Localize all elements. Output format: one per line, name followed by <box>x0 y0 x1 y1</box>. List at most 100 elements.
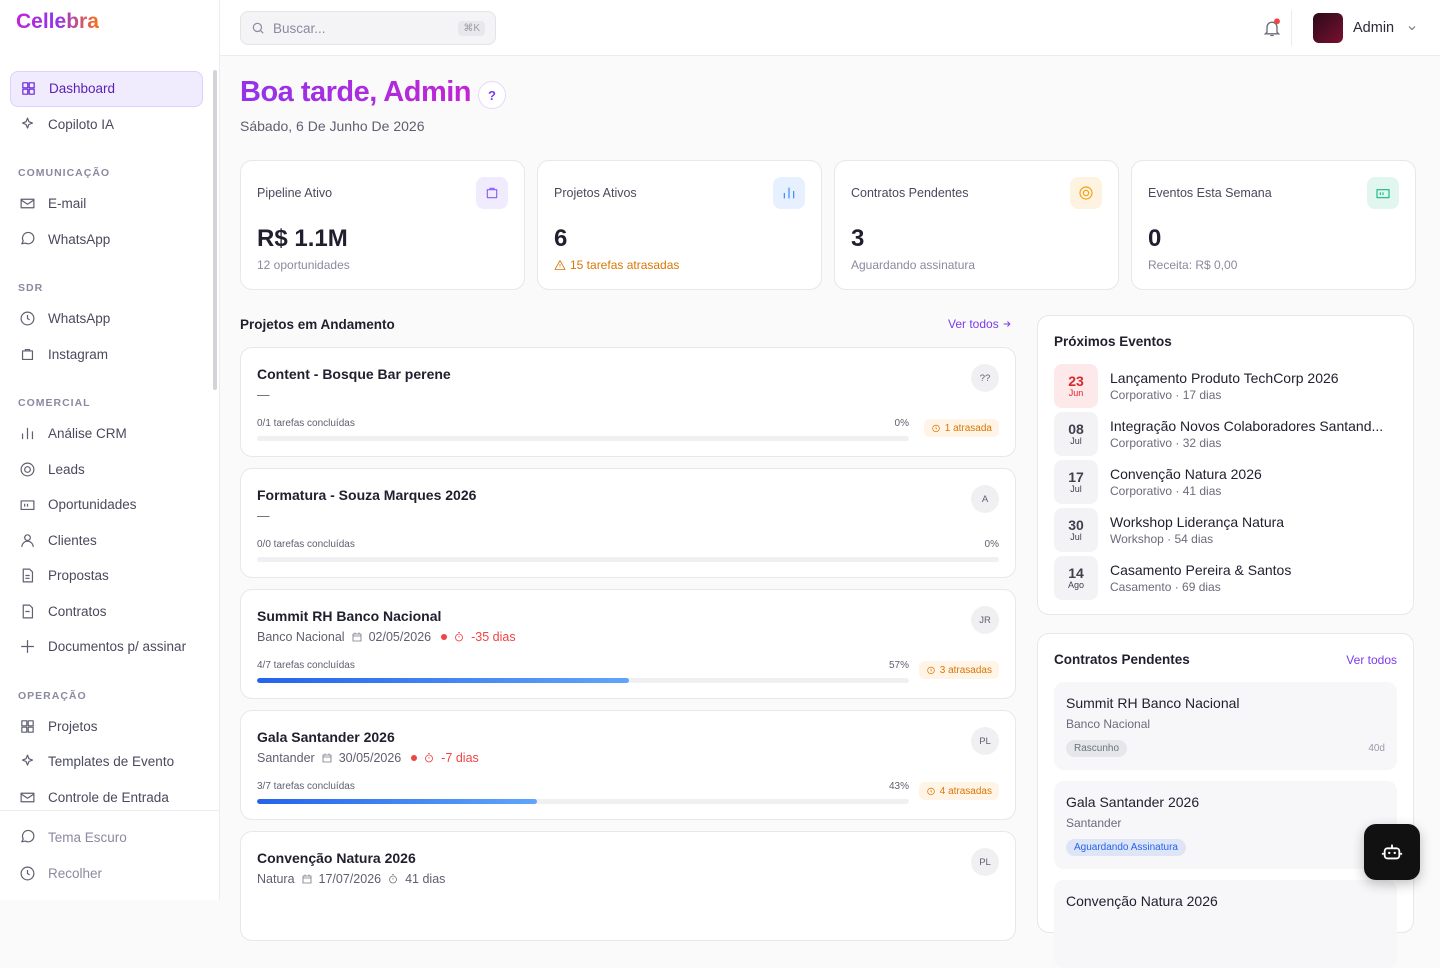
icon-shape <box>1381 844 1403 855</box>
event[interactable]: 17 Jul Convenção Natura 2026 Corporativo · … <box>1054 458 1397 506</box>
icon <box>20 500 35 511</box>
nav-item[interactable]: Contratos <box>10 594 203 630</box>
event-name: Integração Novos Colaboradores Santand..… <box>1110 418 1384 434</box>
icon <box>352 632 361 642</box>
stat-sub-text: 12 oportunidades <box>257 258 350 272</box>
event[interactable]: 23 Jun Lançamento Produto TechCorp 2026 Cor… <box>1054 362 1397 410</box>
icon <box>927 666 935 675</box>
logo[interactable]: Cellebra <box>16 10 99 33</box>
contract[interactable]: Summit RH Banco Nacional Banco Nacional Ra… <box>1054 682 1397 770</box>
section-title: Projetos em Andamento <box>240 317 395 332</box>
icon <box>1376 189 1390 199</box>
event-sub: Corporativo · 32 dias <box>1110 436 1222 450</box>
nav-section-title: SDR <box>18 282 44 294</box>
icon-shape <box>486 187 498 199</box>
nav-section-title: OPERAÇÃO <box>18 689 87 702</box>
section-title: Próximos Eventos <box>1054 334 1172 349</box>
nav-item[interactable]: Documentos p/ assinar <box>10 629 203 665</box>
event[interactable]: 14 Ago Casamento Pereira & Santos Casamento… <box>1054 554 1397 602</box>
event-month: Jul <box>1070 484 1082 494</box>
event-name: Convenção Natura 2026 <box>1110 466 1262 482</box>
nav-item[interactable]: WhatsApp <box>10 301 203 337</box>
nav-item[interactable]: Clientes <box>10 523 203 559</box>
nav-item[interactable]: Controle de Entrada <box>10 780 203 816</box>
event-sub: Corporativo · 41 dias <box>1110 484 1222 498</box>
project-card[interactable]: Gala Santander 2026 Santander 30/05/2026 -7… <box>240 710 1016 820</box>
nav-item[interactable]: Oportunidades <box>10 487 203 523</box>
nav-label: Oportunidades <box>48 497 137 513</box>
view-all-link[interactable]: Ver todos <box>1346 652 1397 667</box>
search-placeholder: Buscar... <box>273 20 326 36</box>
view-all-link[interactable]: Ver todos <box>948 317 1012 331</box>
notifications[interactable] <box>1262 18 1282 38</box>
nav-item[interactable]: Copiloto IA <box>10 107 203 143</box>
badge-text: 3 atrasadas <box>939 664 992 676</box>
icon <box>927 787 935 796</box>
icon-shape <box>1003 321 1011 327</box>
project-card[interactable]: Content - Bosque Bar perene —?? 0/1 tarefa… <box>240 347 1016 457</box>
nav-item[interactable]: Tema Escuro <box>10 820 209 856</box>
chevron[interactable] <box>1406 22 1418 34</box>
nav-item[interactable]: Projetos <box>10 709 203 745</box>
event-date: 14 Ago <box>1054 556 1098 600</box>
project-name: Gala Santander 2026 <box>257 729 395 745</box>
icon-shape <box>21 830 35 843</box>
icon-shape <box>22 604 34 619</box>
event-date: 30 Jul <box>1054 508 1098 552</box>
project-name: Formatura - Souza Marques 2026 <box>257 487 477 503</box>
project-due: 41 dias <box>405 872 446 886</box>
nav-label: Projetos <box>48 718 98 734</box>
progress-track <box>257 678 909 683</box>
project-card[interactable]: Summit RH Banco Nacional Banco Nacional 02… <box>240 589 1016 699</box>
icon-shape <box>21 719 34 733</box>
project-card[interactable]: Convenção Natura 2026 Natura 17/07/2026 41 … <box>240 831 1016 941</box>
contract[interactable]: Gala Santander 2026 Santander Aguardando A… <box>1054 781 1397 869</box>
shortcut: ⌘K <box>458 20 485 36</box>
progress-track <box>257 436 909 441</box>
nav-item[interactable]: Templates de Evento <box>10 744 203 780</box>
stat-value: 0 <box>1148 225 1162 252</box>
badge-text: 4 atrasadas <box>939 785 992 797</box>
stat-sub-text: Aguardando assinatura <box>851 258 976 272</box>
icon-shape <box>20 792 35 803</box>
project-client: Banco Nacional <box>257 630 345 644</box>
event-sub: Casamento · 69 dias <box>1110 580 1221 594</box>
nav-item[interactable]: Propostas <box>10 558 203 594</box>
progress-fill <box>257 799 538 804</box>
project-card[interactable]: Formatura - Souza Marques 2026 — A 0/0 tare… <box>240 468 1016 578</box>
icon <box>20 311 35 326</box>
nav-item[interactable]: Análise CRM <box>10 416 203 452</box>
nav-label: Templates de Evento <box>48 754 175 770</box>
nav-item[interactable]: Recolher <box>10 856 209 892</box>
search[interactable]: Buscar... ⌘K <box>240 11 496 45</box>
event-text: Workshop Liderança Natura Workshop · 54 d… <box>1110 514 1284 546</box>
help-button[interactable]: ? <box>478 81 506 109</box>
event-date: 23 Jun <box>1054 364 1098 408</box>
event-name: Workshop Liderança Natura <box>1110 514 1285 530</box>
nav-item[interactable]: Instagram <box>10 337 203 373</box>
assistant-button[interactable] <box>1364 824 1420 880</box>
nav-label: Controle de Entrada <box>48 789 169 805</box>
project-client: — <box>257 388 270 402</box>
project-date: 30/05/2026 <box>338 751 402 765</box>
tasks-text: 0/0 tarefas concluídas <box>257 539 355 550</box>
nav-section-title: COMERCIAL <box>18 397 91 409</box>
nav-item[interactable]: Leads <box>10 452 203 488</box>
icon-shape <box>21 533 34 547</box>
event[interactable]: 30 Jul Workshop Liderança Natura Workshop ·… <box>1054 506 1397 554</box>
nav-label: Análise CRM <box>48 426 127 442</box>
nav-label: Contratos <box>48 603 107 619</box>
nav-item[interactable]: WhatsApp <box>10 222 203 258</box>
user-name[interactable]: Admin <box>1353 20 1395 36</box>
nav-item[interactable]: E-mail <box>10 186 203 222</box>
icon <box>389 874 398 884</box>
contract[interactable]: Convenção Natura 2026 <box>1054 880 1397 968</box>
nav-item[interactable]: Dashboard <box>10 71 203 107</box>
user-avatar[interactable] <box>1313 13 1343 43</box>
nav-section-title: COMUNICAÇÃO <box>18 167 111 179</box>
event[interactable]: 08 Jul Integração Novos Colaboradores Sant… <box>1054 410 1397 458</box>
nav-label: Instagram <box>48 346 109 362</box>
nav-label: Recolher <box>48 865 103 881</box>
event-name: Casamento Pereira & Santos <box>1110 562 1292 578</box>
nav-label: Clientes <box>48 532 97 548</box>
